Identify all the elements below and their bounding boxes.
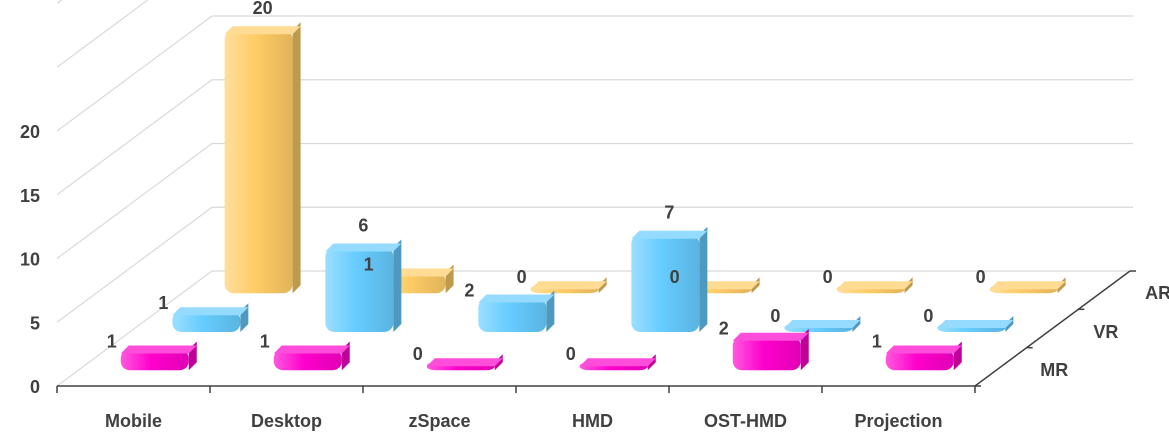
bar-ar-projection [989,277,1066,294]
category-label-zspace: zSpace [408,411,470,431]
y-tick-label: 5 [30,313,40,333]
bar-front [732,336,801,371]
bar-top [273,345,350,354]
wall-gridline-5 [56,206,213,323]
bar-top [631,230,708,239]
bar-front [885,349,954,371]
bar-side [546,290,555,332]
bar-vr-zspace [478,290,555,332]
wall-gridline-10 [56,143,213,259]
bar-top [426,358,503,367]
data-label-ar-desktop: 1 [364,254,374,274]
bar-top [478,294,555,303]
bar-ar-mobile [224,22,301,294]
wall-gridline-30 [56,0,63,4]
series-label-ar: AR [1145,283,1169,303]
bar-top [120,345,197,354]
bar-top [530,281,607,290]
bar-front [224,30,293,294]
bar-vr-projection [937,315,1014,332]
wall-gridline-15 [56,79,213,196]
gridlines [56,0,1133,387]
data-label-mr-hmd: 0 [566,344,576,364]
bar-vr-mobile [172,303,249,332]
bar-mr-zspace [426,354,503,371]
bar-side [800,328,809,371]
category-label-mobile: Mobile [105,411,162,431]
wall-gridline-20 [56,15,213,132]
data-label-vr-hmd: 7 [664,203,674,223]
bar-vr-ost-hmd [784,315,861,332]
data-label-mr-projection: 1 [872,331,882,351]
bar-front [120,349,189,371]
bar-front [631,234,700,332]
bar-front [172,311,241,332]
data-label-vr-projection: 0 [923,306,933,326]
bar-top [885,345,962,354]
series-label-mr: MR [1040,360,1068,380]
data-label-vr-mobile: 1 [158,293,168,313]
bar-top [836,281,913,290]
data-label-ar-projection: 0 [976,267,986,287]
data-label-vr-zspace: 2 [464,280,474,300]
bar-side [292,22,301,294]
bar-mr-projection [885,341,962,371]
data-label-ar-zspace: 0 [517,267,527,287]
category-label-hmd: HMD [572,411,613,431]
bar-vr-desktop [325,239,402,332]
wall-gridline-0 [56,270,213,387]
bar-top [937,319,1014,328]
depth-axis [974,270,1131,387]
bar-ar-zspace [530,277,607,294]
data-label-ar-mobile: 20 [253,0,273,18]
bar-vr-hmd [631,226,708,332]
bar-top [172,307,249,316]
bar-top [224,26,301,35]
bar-ar-ost-hmd [836,277,913,294]
data-label-mr-mobile: 1 [107,331,117,351]
data-label-vr-ost-hmd: 0 [770,306,780,326]
data-label-ar-hmd: 0 [670,267,680,287]
bar-top [784,319,861,328]
bar-mr-hmd [579,354,656,371]
data-label-mr-ost-hmd: 2 [719,319,729,339]
bar-mr-desktop [273,341,350,371]
y-tick-label: 0 [30,377,40,397]
bar-top [989,281,1066,290]
bar-top [325,243,402,252]
bar-mr-ost-hmd [732,328,809,371]
y-tick-label: 20 [20,122,40,142]
y-tick-label: 10 [20,250,40,270]
bar-top [732,332,809,341]
data-label-ar-ost-hmd: 0 [823,267,833,287]
category-label-ost-hmd: OST-HMD [704,411,787,431]
axes [56,270,1136,393]
bar-mr-mobile [120,341,197,371]
wall-gridline-25 [56,0,149,68]
bar-top [579,358,656,367]
bar-side [699,226,708,332]
bar-front [273,349,342,371]
bar-side [393,239,402,332]
category-label-desktop: Desktop [251,411,322,431]
series-label-vr: VR [1093,322,1118,342]
bars [120,22,1066,371]
category-label-projection: Projection [854,411,942,431]
data-label-vr-desktop: 6 [358,215,368,235]
bar-front [478,298,547,332]
y-tick-label: 15 [20,186,40,206]
bar-front [325,247,394,332]
data-label-mr-zspace: 0 [413,344,423,364]
data-label-mr-desktop: 1 [260,331,270,351]
